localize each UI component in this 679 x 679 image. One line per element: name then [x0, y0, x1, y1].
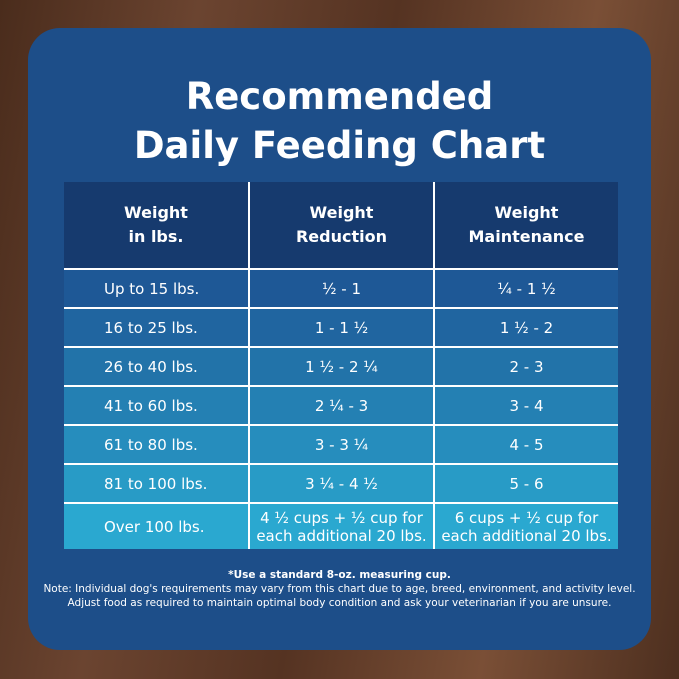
table-cell: 81 to 100 lbs. — [64, 463, 250, 504]
table-cell: 3 ¼ - 4 ½ — [248, 463, 435, 504]
title: Recommended Daily Feeding Chart — [28, 72, 651, 170]
table-cell: 2 - 3 — [433, 346, 618, 387]
title-line: Daily Feeding Chart — [133, 124, 546, 167]
table-cell: 3 - 4 — [433, 385, 618, 426]
table-cell: 2 ¼ - 3 — [248, 385, 435, 426]
cell-line: 4 ½ cups + ½ cup for — [260, 508, 423, 527]
cell-line: Weight — [494, 203, 559, 222]
cell-line: Weight — [124, 203, 188, 222]
header-row: Weight in lbs. Weight Reduction Weight Mainte… — [64, 182, 618, 270]
header-cell: Weight in lbs. — [64, 182, 250, 270]
title-line: Recommended — [185, 75, 494, 118]
cell-line: each additional 20 lbs. — [441, 526, 612, 545]
table-cell: 3 - 3 ¼ — [248, 424, 435, 465]
panel: Recommended Daily Feeding Chart Weight in… — [28, 28, 651, 650]
table-cell: 41 to 60 lbs. — [64, 385, 250, 426]
cell-line: each additional 20 lbs. — [256, 526, 427, 545]
header-cell: Weight Reduction — [248, 182, 435, 270]
notes: *Use a standard 8-oz. measuring cup. Not… — [28, 568, 651, 610]
table-row: Over 100 lbs. 4 ½ cups + ½ cup for each ad… — [64, 502, 618, 549]
table-cell: 5 - 6 — [433, 463, 618, 504]
table-cell: Over 100 lbs. — [64, 502, 250, 549]
note: Adjust food as required to maintain opti… — [67, 597, 612, 609]
table-cell: 1 ½ - 2 — [433, 307, 618, 348]
cell-line: in lbs. — [128, 227, 184, 246]
header-cell: Weight Maintenance — [433, 182, 618, 270]
cell-line: Weight — [309, 203, 374, 222]
table-cell: 1 - 1 ½ — [248, 307, 435, 348]
feeding-table: Weight in lbs. Weight Reduction Weight Mainte… — [64, 182, 618, 549]
table-cell: 4 ½ cups + ½ cup for each additional 20 l… — [248, 502, 435, 549]
table-cell: 16 to 25 lbs. — [64, 307, 250, 348]
table-cell: 1 ½ - 2 ¼ — [248, 346, 435, 387]
cell-line: 6 cups + ½ cup for — [454, 508, 599, 527]
table-cell: Up to 15 lbs. — [64, 268, 250, 309]
table-cell: ¼ - 1 ½ — [433, 268, 618, 309]
note: Note: Individual dog's requirements may … — [43, 583, 636, 595]
cell-line: Maintenance — [468, 227, 585, 246]
cell-line: Reduction — [295, 227, 387, 246]
table-cell: 26 to 40 lbs. — [64, 346, 250, 387]
table-cell: 4 - 5 — [433, 424, 618, 465]
table-cell: 6 cups + ½ cup for each additional 20 lbs… — [433, 502, 618, 549]
table-cell: 61 to 80 lbs. — [64, 424, 250, 465]
note: *Use a standard 8-oz. measuring cup. — [228, 569, 451, 581]
table-cell: ½ - 1 — [248, 268, 435, 309]
